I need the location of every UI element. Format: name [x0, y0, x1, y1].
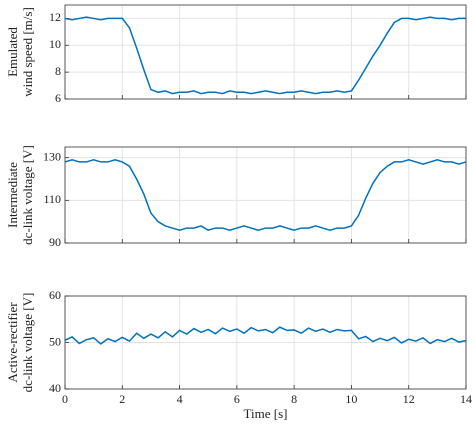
x-tick-label: 4	[177, 392, 183, 406]
y-tick-label: 110	[43, 192, 61, 206]
x-tick-label: 6	[234, 392, 240, 406]
data-line	[64, 159, 467, 232]
y-axis-label: wind speed [m/s]	[20, 7, 35, 97]
y-axis-label: dc-link voltage [V]	[20, 293, 35, 393]
y-tick-label: 10	[49, 37, 61, 51]
y-tick-label: 90	[49, 235, 61, 249]
y-tick-label: 6	[55, 91, 61, 105]
data-line	[64, 16, 466, 95]
x-tick-label: 0	[62, 392, 68, 406]
y-tick-label: 12	[49, 10, 61, 24]
y-tick-label: 130	[43, 149, 61, 163]
plot-frame	[64, 4, 467, 100]
y-tick-label: 8	[55, 64, 61, 78]
x-tick-label: 12	[403, 392, 415, 406]
y-axis-label: dc-link voltage [V]	[20, 145, 35, 245]
x-tick-label: 2	[119, 392, 125, 406]
plot-frame	[64, 146, 467, 244]
x-tick-label: 8	[291, 392, 297, 406]
data-line	[64, 326, 467, 345]
x-tick-label: 10	[345, 392, 357, 406]
y-tick-label: 60	[49, 288, 61, 302]
y-axis-label: Intermediate	[5, 162, 20, 228]
y-axis-label: Active-rectifier	[5, 302, 20, 383]
x-tick-label: 14	[460, 392, 472, 406]
y-axis-label: Emulated	[5, 27, 20, 77]
plot-frame	[64, 295, 467, 390]
y-tick-label: 40	[49, 381, 61, 395]
y-tick-label: 50	[49, 334, 61, 348]
x-axis-label: Time [s]	[244, 406, 288, 421]
